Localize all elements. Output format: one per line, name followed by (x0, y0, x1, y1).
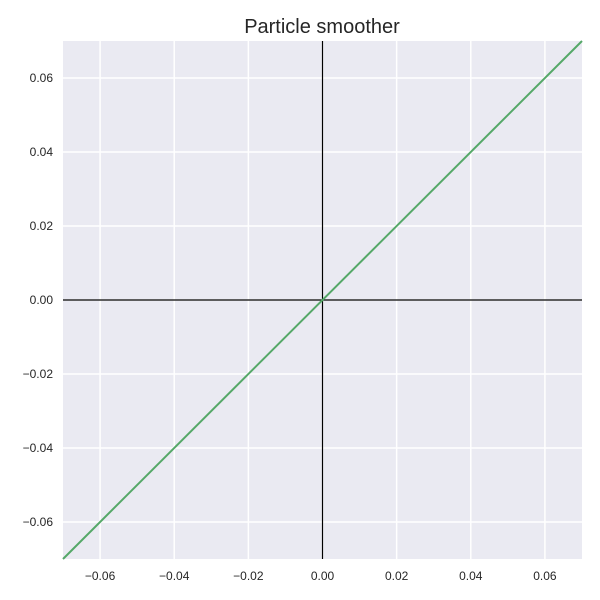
x-tick-label: 0.04 (459, 569, 483, 583)
x-tick-label: 0.00 (311, 569, 335, 583)
x-tick-labels: −0.06 −0.04 −0.02 0.00 0.02 0.04 0.06 (85, 569, 557, 583)
chart-title: Particle smoother (244, 16, 400, 38)
y-tick-label: 0.04 (30, 145, 54, 159)
series-layer (62, 40, 583, 560)
y-tick-labels: −0.06 −0.04 −0.02 0.00 0.02 0.04 0.06 (23, 71, 54, 529)
y-tick-label: 0.02 (30, 219, 54, 233)
x-tick-label: 0.06 (533, 569, 557, 583)
series-line-0 (62, 40, 583, 560)
x-tick-label: −0.04 (159, 569, 190, 583)
y-tick-label: 0.06 (30, 71, 54, 85)
y-tick-label: −0.02 (23, 367, 54, 381)
y-tick-label: −0.04 (23, 441, 54, 455)
x-tick-label: −0.02 (233, 569, 264, 583)
x-tick-label: −0.06 (85, 569, 116, 583)
x-tick-label: 0.02 (385, 569, 409, 583)
y-tick-label: −0.06 (23, 515, 54, 529)
y-tick-label: 0.00 (30, 293, 54, 307)
